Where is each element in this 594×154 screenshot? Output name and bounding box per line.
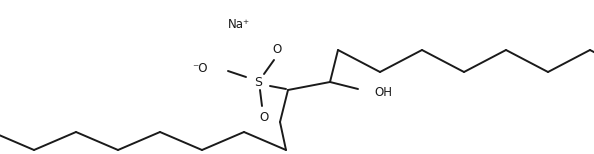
Text: Na⁺: Na⁺ (228, 18, 250, 31)
Text: O: O (273, 43, 282, 55)
Text: ⁻O: ⁻O (192, 61, 208, 75)
Text: S: S (254, 75, 262, 89)
Text: O: O (260, 111, 268, 124)
Text: OH: OH (374, 85, 392, 99)
